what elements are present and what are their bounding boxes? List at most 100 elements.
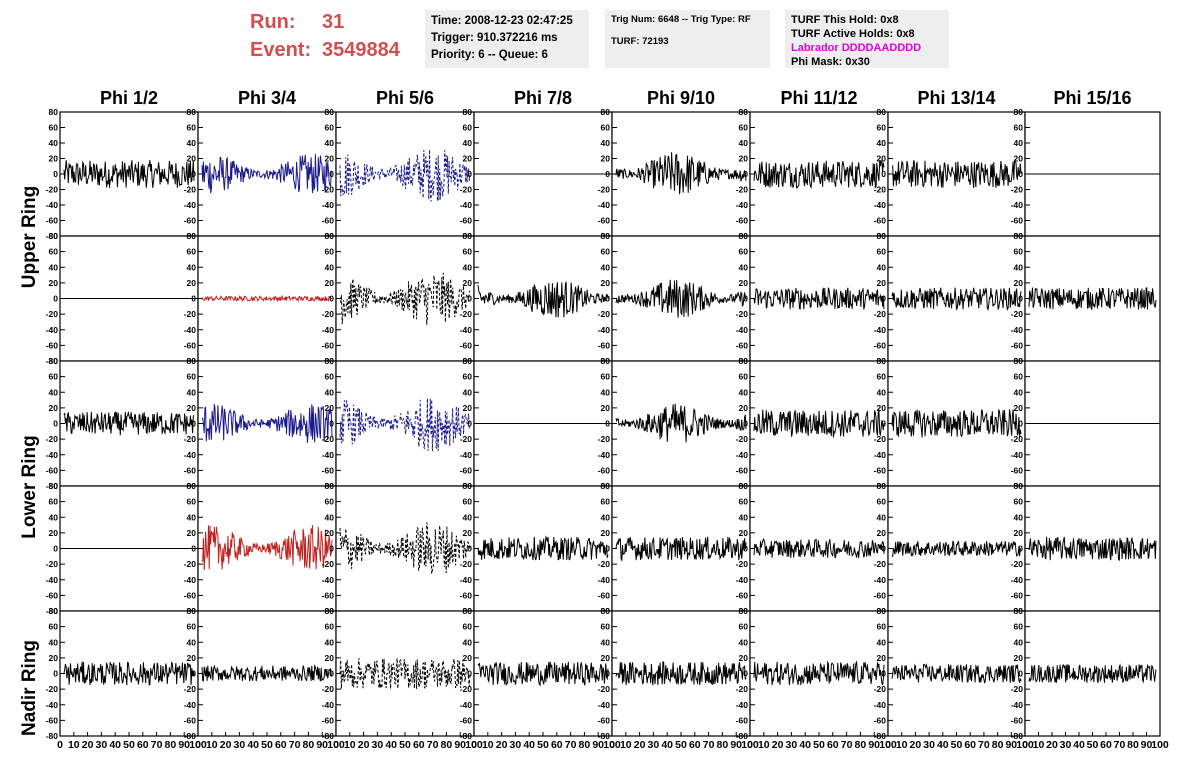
y-tick-label: 40 bbox=[325, 262, 335, 272]
y-tick-label: 20 bbox=[1014, 653, 1024, 663]
y-tick-label: 80 bbox=[49, 107, 59, 117]
y-tick-label: -80 bbox=[598, 731, 611, 741]
y-tick-label: 40 bbox=[1014, 138, 1024, 148]
y-tick-label: 60 bbox=[49, 497, 59, 507]
y-tick-label: -20 bbox=[46, 559, 59, 569]
y-tick-label: -40 bbox=[46, 450, 59, 460]
y-tick-label: -60 bbox=[598, 216, 611, 226]
x-tick-label: 30 bbox=[1060, 739, 1072, 751]
x-tick-label: 80 bbox=[579, 739, 591, 751]
y-tick-label: 80 bbox=[877, 606, 887, 616]
x-tick-label: 50 bbox=[537, 739, 549, 751]
x-tick-label: 60 bbox=[275, 739, 287, 751]
y-tick-label: 40 bbox=[877, 637, 887, 647]
waveform-trace bbox=[63, 160, 195, 188]
y-tick-label: 0 bbox=[467, 544, 472, 554]
x-tick-label: 30 bbox=[510, 739, 522, 751]
y-tick-label: 40 bbox=[49, 138, 59, 148]
y-tick-label: 40 bbox=[739, 387, 749, 397]
y-tick-label: 0 bbox=[467, 419, 472, 429]
y-tick-label: 0 bbox=[605, 169, 610, 179]
x-tick-label: 70 bbox=[151, 739, 163, 751]
x-tick-label: 50 bbox=[951, 739, 963, 751]
waveform-trace bbox=[339, 522, 471, 574]
y-tick-label: 0 bbox=[743, 419, 748, 429]
y-tick-label: -80 bbox=[46, 356, 59, 366]
y-tick-label: -40 bbox=[736, 200, 749, 210]
y-tick-label: 40 bbox=[187, 512, 197, 522]
y-tick-label: 0 bbox=[329, 169, 334, 179]
y-tick-label: 60 bbox=[187, 497, 197, 507]
y-tick-label: 60 bbox=[1014, 497, 1024, 507]
x-tick-label: 20 bbox=[220, 739, 232, 751]
x-tick-label: 30 bbox=[923, 739, 935, 751]
y-tick-label: -20 bbox=[322, 559, 335, 569]
y-tick-label: -20 bbox=[460, 309, 473, 319]
y-tick-label: -40 bbox=[736, 575, 749, 585]
y-tick-label: 80 bbox=[601, 356, 611, 366]
y-tick-label: -40 bbox=[598, 200, 611, 210]
y-tick-label: 0 bbox=[1018, 669, 1023, 679]
waveform-trace bbox=[615, 152, 747, 195]
x-tick-label: 60 bbox=[964, 739, 976, 751]
y-tick-label: 80 bbox=[187, 481, 197, 491]
column-header: Phi 13/14 bbox=[917, 88, 995, 108]
y-tick-label: -40 bbox=[184, 700, 197, 710]
y-tick-label: -60 bbox=[736, 590, 749, 600]
y-tick-label: 60 bbox=[187, 247, 197, 257]
y-tick-label: 60 bbox=[877, 497, 887, 507]
y-tick-label: 80 bbox=[877, 356, 887, 366]
y-tick-label: 80 bbox=[601, 107, 611, 117]
y-tick-label: 20 bbox=[601, 528, 611, 538]
y-tick-label: 0 bbox=[1018, 169, 1023, 179]
waveform-trace bbox=[1028, 663, 1157, 684]
waveform-trace bbox=[339, 398, 471, 452]
y-tick-label: -20 bbox=[322, 434, 335, 444]
waveform-trace bbox=[201, 154, 333, 194]
y-tick-label: 60 bbox=[1014, 372, 1024, 382]
turf-active-holds-text: TURF Active Holds: 0x8 bbox=[791, 28, 915, 40]
y-tick-label: 80 bbox=[1014, 231, 1024, 241]
y-tick-label: 40 bbox=[325, 387, 335, 397]
y-tick-label: -40 bbox=[322, 575, 335, 585]
waveform-trace bbox=[891, 408, 1022, 438]
y-tick-label: -60 bbox=[460, 465, 473, 475]
y-tick-label: -20 bbox=[736, 684, 749, 694]
y-tick-label: 40 bbox=[187, 387, 197, 397]
column-header: Phi 15/16 bbox=[1053, 88, 1131, 108]
y-tick-label: -40 bbox=[736, 325, 749, 335]
x-tick-label: 30 bbox=[234, 739, 246, 751]
waveform-trace bbox=[753, 287, 885, 310]
y-tick-label: -20 bbox=[736, 434, 749, 444]
y-tick-label: 0 bbox=[1018, 294, 1023, 304]
y-tick-label: 0 bbox=[53, 294, 58, 304]
y-tick-label: 0 bbox=[191, 294, 196, 304]
y-tick-label: 40 bbox=[463, 138, 473, 148]
y-tick-label: 60 bbox=[325, 247, 335, 257]
y-tick-label: -60 bbox=[736, 465, 749, 475]
y-tick-label: 60 bbox=[325, 497, 335, 507]
y-tick-label: -40 bbox=[598, 450, 611, 460]
x-tick-label: 30 bbox=[372, 739, 384, 751]
y-tick-label: 40 bbox=[49, 637, 59, 647]
y-tick-label: 20 bbox=[463, 154, 473, 164]
waveform-trace bbox=[63, 410, 195, 436]
y-tick-label: 60 bbox=[49, 622, 59, 632]
x-tick-label: 30 bbox=[96, 739, 108, 751]
waveform-trace bbox=[477, 535, 609, 561]
y-tick-label: 20 bbox=[463, 403, 473, 413]
y-tick-label: 40 bbox=[325, 138, 335, 148]
y-tick-label: 0 bbox=[467, 669, 472, 679]
turf-info-box: TURF This Hold: 0x8 TURF Active Holds: 0… bbox=[785, 10, 949, 68]
y-tick-label: 0 bbox=[467, 294, 472, 304]
y-tick-label: -40 bbox=[874, 575, 887, 585]
y-tick-label: -60 bbox=[322, 715, 335, 725]
